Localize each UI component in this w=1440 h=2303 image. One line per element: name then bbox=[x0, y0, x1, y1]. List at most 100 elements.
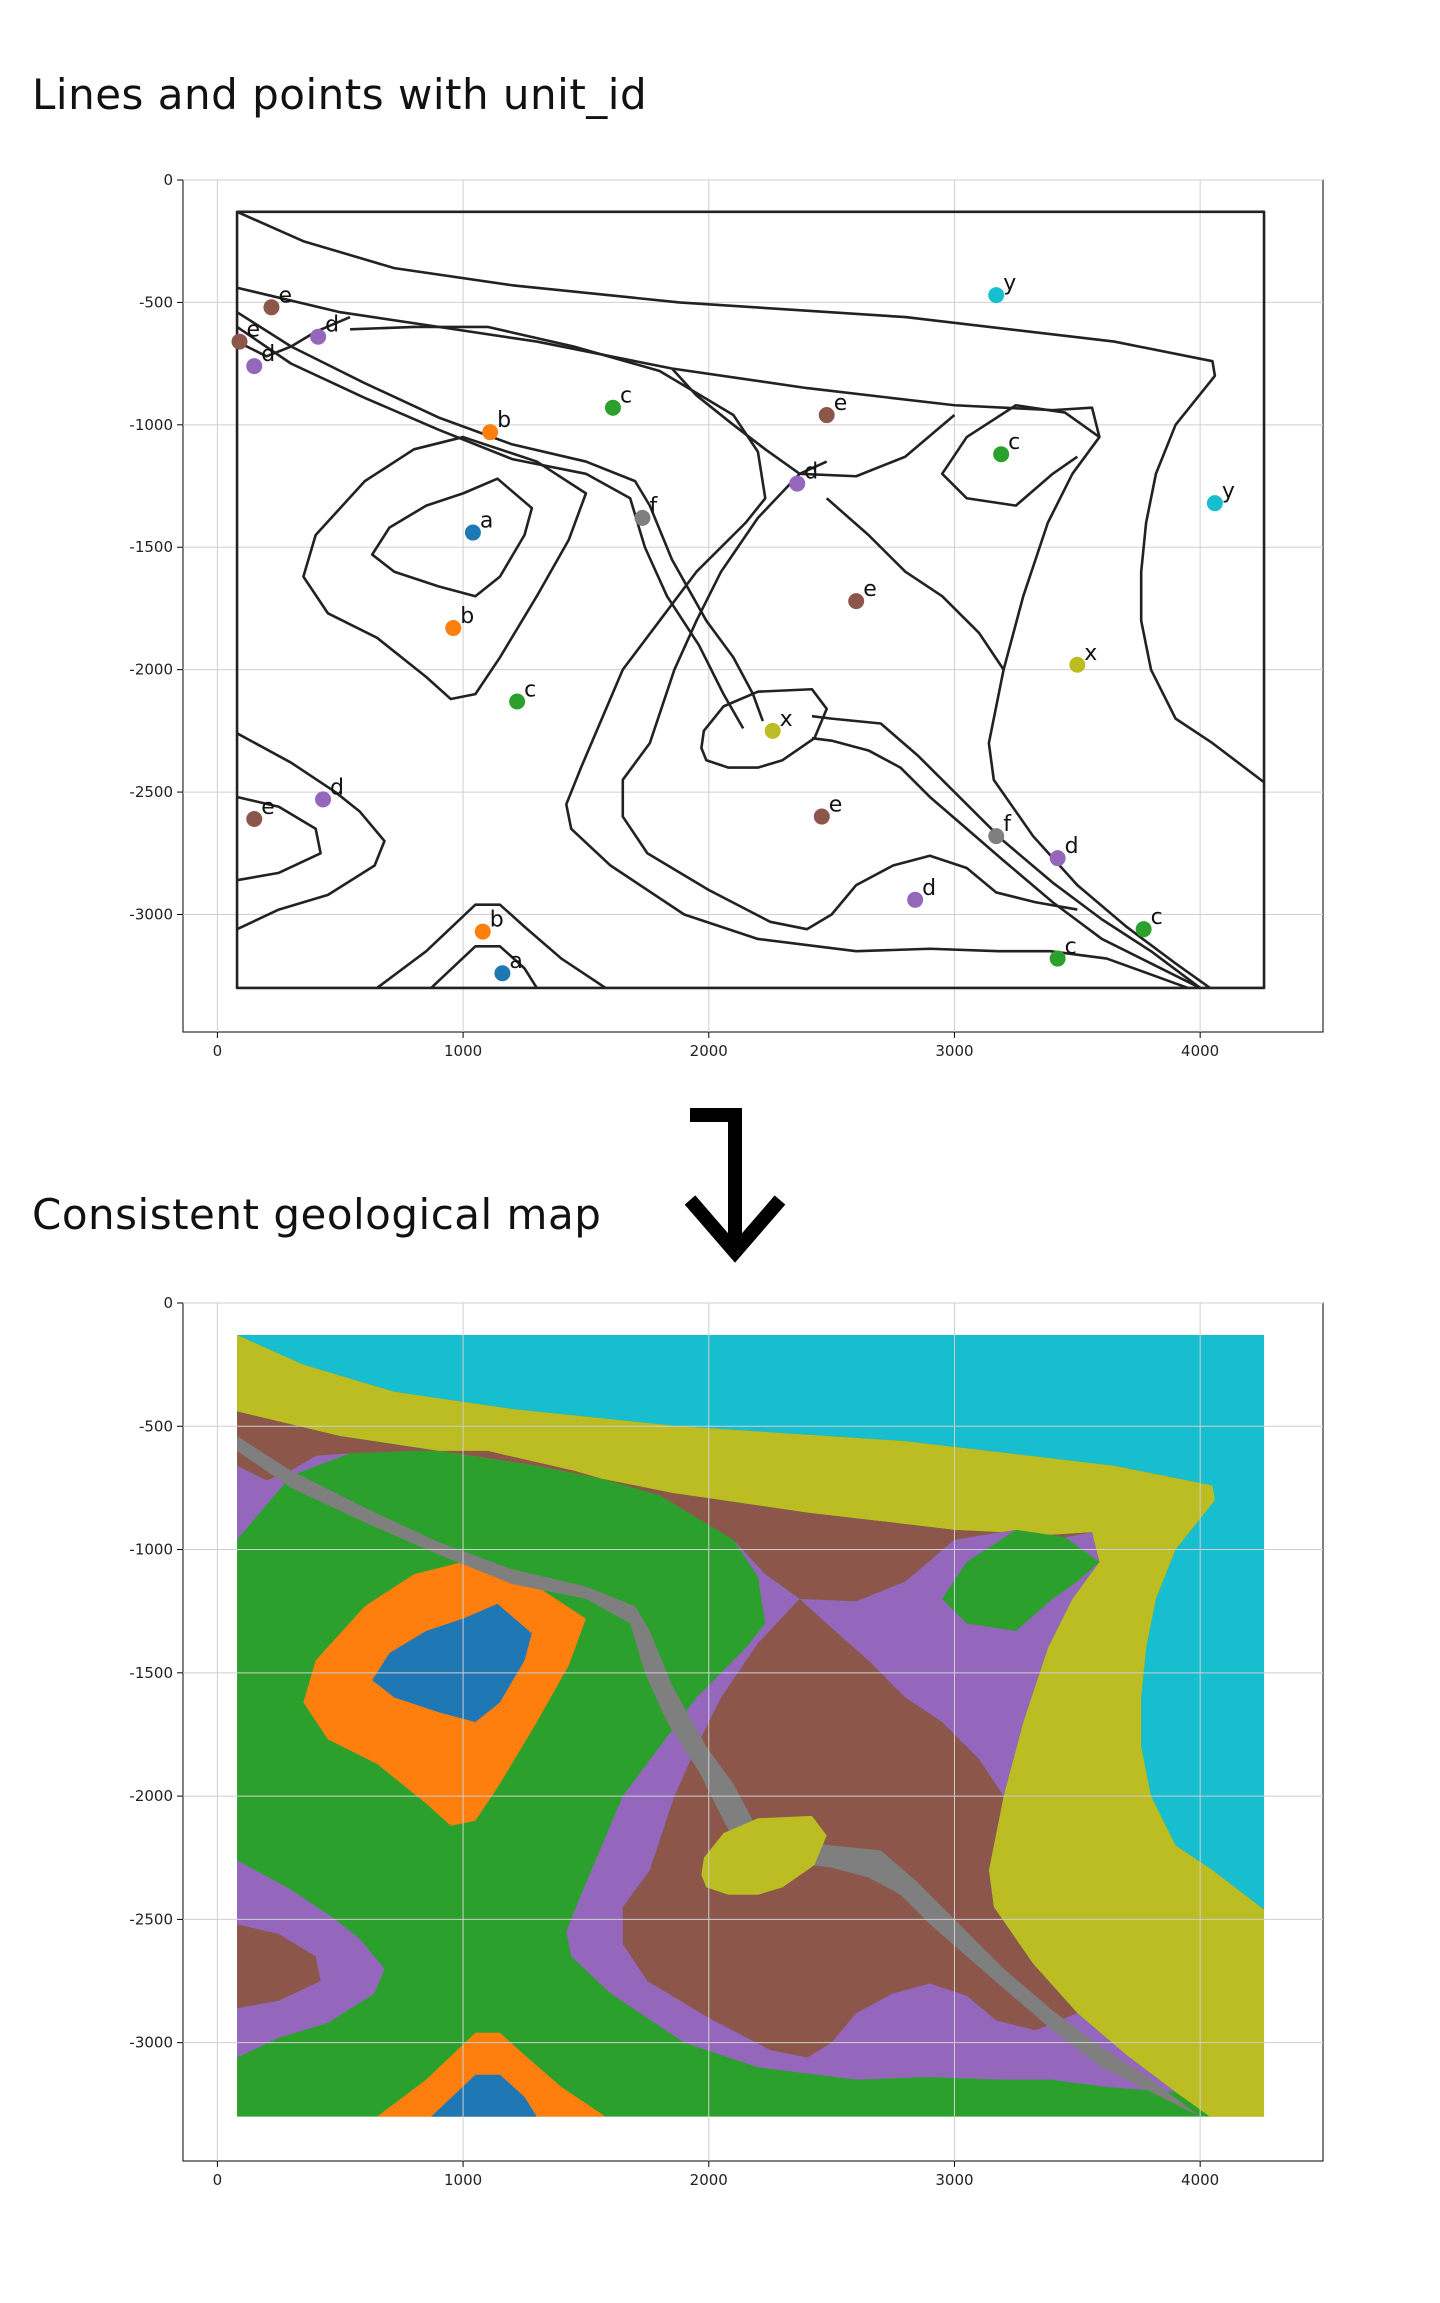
unit-point-label: c bbox=[1008, 430, 1020, 455]
top-ytick-label: -1000 bbox=[129, 416, 173, 434]
top-xtick-label: 2000 bbox=[690, 1042, 728, 1060]
bottom-ytick-label: -1500 bbox=[129, 1664, 173, 1682]
top-xtick-label: 1000 bbox=[444, 1042, 482, 1060]
unit-point-d bbox=[907, 891, 924, 908]
unit-point-y bbox=[1206, 495, 1223, 512]
unit-point-x bbox=[1069, 656, 1086, 673]
contact-d-c-upper bbox=[350, 327, 1188, 988]
unit-point-label: x bbox=[780, 707, 793, 732]
contact-c-d-southwest bbox=[237, 733, 384, 929]
contact-x-lens bbox=[701, 689, 826, 767]
unit-point-label: a bbox=[509, 949, 522, 974]
contact-e-d-east bbox=[827, 498, 1004, 669]
lines-and-points-plot: 0 1000 2000 3000 4000 0 -500 -1000 -1500 -2000 -25… bbox=[129, 171, 1324, 1060]
unit-point-label: d bbox=[330, 775, 344, 800]
unit-point-a bbox=[464, 524, 481, 541]
contact-y-x-top bbox=[237, 212, 1264, 782]
top-xtick-label: 0 bbox=[213, 1042, 223, 1060]
unit-point-d bbox=[246, 358, 263, 375]
unit-point-e bbox=[848, 593, 865, 610]
unit-point-e bbox=[231, 333, 248, 350]
unit-point-e bbox=[263, 299, 280, 316]
bottom-tick-labels: 0 1000 2000 3000 4000 0 -500 -1000 -1500 -2000 -25… bbox=[129, 1294, 1219, 2189]
unit-a-region-south bbox=[431, 2074, 537, 2117]
unit-point-c bbox=[993, 446, 1010, 463]
unit-point-label: e bbox=[834, 391, 848, 416]
unit-point-e bbox=[818, 407, 835, 424]
top-plot-frame bbox=[182, 179, 1324, 1033]
unit-a-region bbox=[372, 1603, 532, 1723]
unit-e-region-sw bbox=[237, 1924, 321, 2009]
unit-point-label: c bbox=[620, 384, 632, 409]
top-ytick-label: -2500 bbox=[129, 783, 173, 801]
contact-b-a-inner bbox=[372, 479, 532, 597]
top-ytick-label: -500 bbox=[139, 293, 173, 311]
bottom-ytick-label: -2500 bbox=[129, 1910, 173, 1928]
unit-point-f bbox=[988, 828, 1005, 845]
unit-point-c bbox=[1135, 921, 1152, 938]
unit-point-e bbox=[246, 811, 263, 827]
unit-point-b bbox=[474, 923, 491, 940]
bottom-title: Consistent geological map bbox=[32, 1190, 602, 1239]
unit-fills bbox=[237, 1335, 1265, 2117]
unit-point-label: x bbox=[1084, 641, 1097, 666]
bottom-ytick-label: -500 bbox=[139, 1417, 173, 1435]
unit-point-label: c bbox=[524, 677, 536, 702]
bottom-ytick-label: 0 bbox=[163, 1294, 173, 1312]
unit-point-d bbox=[315, 791, 332, 808]
unit-point-c bbox=[509, 693, 526, 710]
bottom-xtick-label: 1000 bbox=[444, 2171, 482, 2189]
map-boundary bbox=[237, 212, 1264, 988]
top-ytick-label: -3000 bbox=[129, 905, 173, 923]
unit-point-d bbox=[310, 328, 327, 345]
unit-c-region-ne bbox=[942, 1529, 1100, 1631]
unit-point-label: e bbox=[863, 577, 877, 602]
unit-point-label: f bbox=[649, 494, 658, 519]
unit-x-region bbox=[237, 1335, 1265, 2117]
geological-map-plot: 0 1000 2000 3000 4000 0 -500 -1000 -1500 -2000 -25… bbox=[129, 1294, 1324, 2189]
top-title: Lines and points with unit_id bbox=[32, 70, 648, 119]
unit-point-x bbox=[764, 722, 781, 739]
unit-point-label: e bbox=[261, 795, 275, 820]
top-xtick-label: 3000 bbox=[935, 1042, 973, 1060]
unit-point-label: e bbox=[247, 318, 261, 343]
unit-point-label: c bbox=[1151, 905, 1163, 930]
top-ytick-label: -2000 bbox=[129, 661, 173, 679]
unit-e-region bbox=[237, 1411, 1093, 1602]
contact-c-b-south bbox=[377, 905, 605, 988]
bottom-xtick-label: 0 bbox=[213, 2171, 223, 2189]
contact-f-band-bottom bbox=[237, 327, 743, 729]
unit-point-c bbox=[604, 399, 621, 416]
contact-lines bbox=[237, 212, 1264, 988]
bottom-xtick-label: 4000 bbox=[1181, 2171, 1219, 2189]
top-tick-labels: 0 1000 2000 3000 4000 0 -500 -1000 -1500 -2000 -25… bbox=[129, 171, 1219, 1060]
contact-f-band-top bbox=[237, 312, 763, 721]
bottom-ytick-label: -2000 bbox=[129, 1787, 173, 1805]
unit-y-region bbox=[237, 1335, 1265, 1910]
unit-point-label: b bbox=[460, 604, 474, 629]
top-ytick-label: -1500 bbox=[129, 538, 173, 556]
contact-e-d-upper bbox=[672, 369, 955, 477]
contact-c-b-outer bbox=[303, 437, 586, 699]
unit-point-b bbox=[482, 424, 499, 441]
unit-b-region-south bbox=[377, 2032, 606, 2117]
bottom-xtick-label: 3000 bbox=[935, 2171, 973, 2189]
unit-point-b bbox=[445, 620, 462, 637]
unit-f-region bbox=[237, 1436, 763, 1856]
unit-point-label: y bbox=[1222, 479, 1235, 504]
arrow-down-turn-icon bbox=[684, 1108, 786, 1263]
contact-c-lens-ne bbox=[942, 405, 1099, 505]
unit-point-label: b bbox=[497, 408, 511, 433]
unit-point-label: b bbox=[490, 908, 504, 933]
unit-point-label: d bbox=[325, 313, 339, 338]
contact-x-e-top bbox=[237, 288, 1210, 988]
contact-f-band-lower-top bbox=[812, 738, 1200, 988]
contact-f-band-lower-bottom bbox=[812, 716, 1200, 988]
top-ytick-label: 0 bbox=[163, 171, 173, 189]
unit-point-label: d bbox=[261, 342, 275, 367]
unit-point-d bbox=[789, 475, 806, 492]
unit-point-label: d bbox=[1065, 834, 1079, 859]
unit-point-y bbox=[988, 287, 1005, 304]
